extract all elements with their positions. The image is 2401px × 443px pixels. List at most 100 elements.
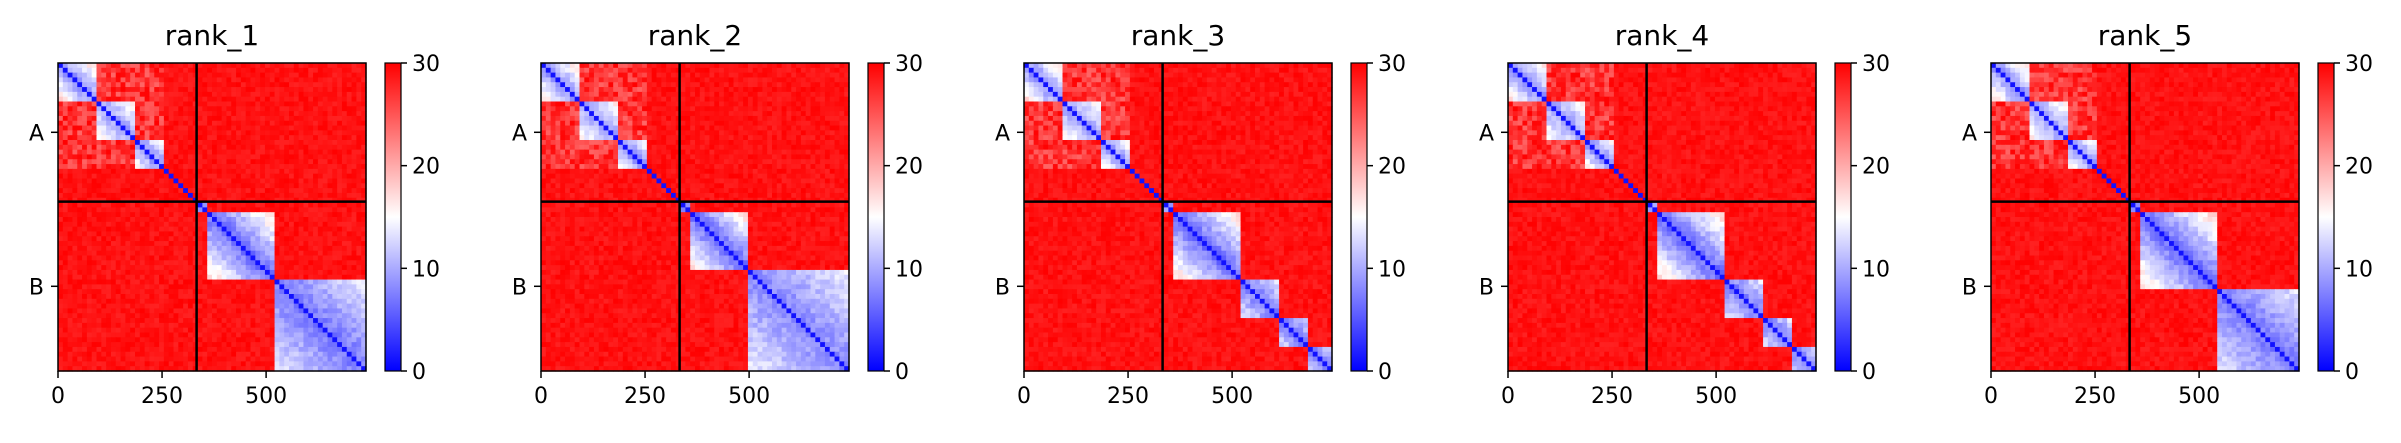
heatmap-cell: [251, 150, 256, 155]
heatmap-cell: [207, 174, 212, 179]
heatmap-cell: [279, 236, 284, 241]
heatmap-cell: [661, 92, 666, 97]
heatmap-cell: [72, 241, 77, 246]
heatmap-cell: [198, 323, 203, 328]
heatmap-cell: [695, 63, 700, 68]
heatmap-cell: [294, 313, 299, 318]
heatmap-cell: [212, 130, 217, 135]
heatmap-cell: [241, 318, 246, 323]
heatmap-cell: [135, 304, 140, 309]
heatmap-cell: [294, 227, 299, 232]
heatmap-cell: [188, 284, 193, 289]
heatmap-cell: [111, 337, 116, 342]
heatmap-cell: [289, 135, 294, 140]
heatmap-cell: [782, 106, 787, 111]
heatmap-cell: [246, 87, 251, 92]
heatmap-cell: [575, 111, 580, 116]
heatmap-cell: [637, 87, 642, 92]
heatmap-cell: [207, 121, 212, 126]
heatmap-cell: [149, 241, 154, 246]
heatmap-cell: [241, 361, 246, 366]
heatmap-cell: [323, 135, 328, 140]
heatmap-cell: [342, 236, 347, 241]
heatmap-cell: [323, 357, 328, 362]
heatmap-cell: [135, 289, 140, 294]
heatmap-cell: [207, 227, 212, 232]
heatmap-cell: [356, 352, 361, 357]
heatmap-cell: [145, 183, 150, 188]
heatmap-cell: [352, 256, 357, 261]
heatmap-cell: [342, 92, 347, 97]
heatmap-cell: [332, 323, 337, 328]
heatmap-cell: [72, 323, 77, 328]
heatmap-cell: [241, 164, 246, 169]
heatmap-cell: [767, 116, 772, 121]
heatmap-cell: [255, 140, 260, 145]
heatmap-cell: [279, 280, 284, 285]
heatmap-cell: [632, 87, 637, 92]
heatmap-cell: [87, 203, 92, 208]
heatmap-cell: [251, 222, 256, 227]
heatmap-cell: [352, 145, 357, 150]
heatmap-cell: [661, 116, 666, 121]
heatmap-cell: [231, 135, 236, 140]
heatmap-cell: [101, 284, 106, 289]
heatmap-cell: [255, 361, 260, 366]
heatmap-cell: [140, 188, 145, 193]
heatmap-cell: [594, 92, 599, 97]
heatmap-cell: [174, 352, 179, 357]
heatmap-cell: [217, 111, 222, 116]
heatmap-cell: [830, 121, 835, 126]
heatmap-cell: [207, 135, 212, 140]
heatmap-cell: [97, 313, 102, 318]
heatmap-cell: [174, 92, 179, 97]
heatmap-cell: [337, 116, 342, 121]
heatmap-cell: [121, 318, 126, 323]
heatmap-cell: [279, 82, 284, 87]
heatmap-cell: [231, 246, 236, 251]
heatmap-cell: [594, 73, 599, 78]
heatmap-cell: [159, 246, 164, 251]
heatmap-cell: [97, 135, 102, 140]
heatmap-cell: [246, 231, 251, 236]
heatmap-cell: [255, 236, 260, 241]
heatmap-cell: [169, 246, 174, 251]
heatmap-cell: [130, 92, 135, 97]
heatmap-cell: [748, 92, 753, 97]
heatmap-cell: [198, 246, 203, 251]
heatmap-cell: [140, 193, 145, 198]
heatmap-cell: [226, 63, 231, 68]
heatmap-cell: [178, 251, 183, 256]
heatmap-cell: [705, 63, 710, 68]
heatmap-cell: [328, 126, 333, 131]
heatmap-cell: [121, 323, 126, 328]
heatmap-cell: [719, 63, 724, 68]
heatmap-cell: [347, 193, 352, 198]
heatmap-cell: [106, 140, 111, 145]
heatmap-cell: [342, 299, 347, 304]
heatmap-cell: [217, 222, 222, 227]
heatmap-cell: [299, 318, 304, 323]
heatmap-cell: [212, 347, 217, 352]
heatmap-cell: [337, 260, 342, 265]
heatmap-cell: [183, 150, 188, 155]
heatmap-cell: [77, 333, 82, 338]
heatmap-cell: [198, 275, 203, 280]
heatmap-cell: [116, 63, 121, 68]
heatmap-cell: [198, 97, 203, 102]
heatmap-cell: [275, 154, 280, 159]
heatmap-cell: [806, 92, 811, 97]
heatmap-cell: [671, 102, 676, 107]
heatmap-cell: [284, 318, 289, 323]
heatmap-cell: [265, 193, 270, 198]
heatmap-cell: [275, 111, 280, 116]
heatmap-cell: [207, 63, 212, 68]
heatmap-cell: [279, 342, 284, 347]
heatmap-cell: [289, 179, 294, 184]
heatmap-cell: [839, 73, 844, 78]
heatmap-cell: [106, 337, 111, 342]
heatmap-cell: [130, 82, 135, 87]
heatmap-cell: [347, 231, 352, 236]
heatmap-cell: [178, 241, 183, 246]
heatmap-cell: [265, 179, 270, 184]
